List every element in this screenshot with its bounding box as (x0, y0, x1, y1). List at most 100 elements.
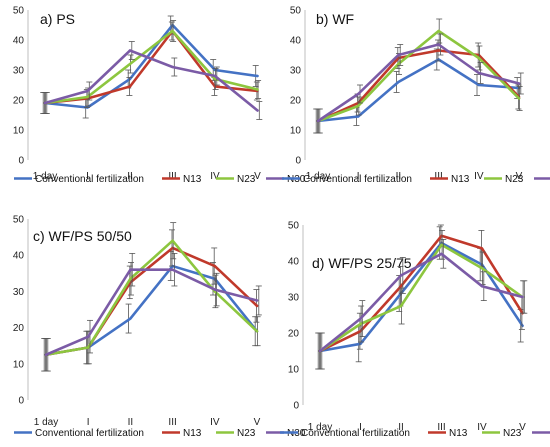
data-point (255, 304, 259, 308)
legend-c: Conventional fertilizationN13N23N30 (14, 428, 306, 439)
legend-label: Conventional fertilization (35, 428, 144, 439)
data-point (128, 85, 132, 88)
data-point (44, 353, 48, 356)
series-line-n30 (43, 49, 259, 112)
y-tick-label: 20 (13, 323, 25, 334)
y-tick-label: 50 (288, 221, 300, 232)
data-point (128, 49, 132, 52)
legend-label: N13 (183, 174, 202, 185)
y-tick-label: 40 (288, 257, 300, 268)
x-tick-label: III (434, 171, 442, 182)
data-point (517, 82, 521, 85)
data-point (171, 29, 174, 33)
error-bar (521, 280, 528, 314)
data-point (517, 97, 521, 100)
data-point (397, 53, 400, 57)
data-point (171, 239, 174, 242)
data-point (255, 299, 259, 302)
data-point (440, 252, 443, 255)
data-point (43, 101, 47, 105)
series-n30 (318, 238, 528, 370)
legend-label: Conventional fertilization (301, 428, 410, 439)
legend-label: N13 (451, 174, 470, 185)
legend-label: N13 (449, 428, 468, 439)
legend-a: Conventional fertilizationN13N23N30 (14, 174, 306, 185)
y-tick-label: 50 (290, 6, 302, 17)
data-point (171, 65, 174, 69)
data-point (87, 346, 90, 349)
error-bar (359, 300, 366, 338)
data-point (129, 317, 132, 320)
legend-item-n13: N13 (162, 174, 202, 185)
y-tick-label: 40 (13, 251, 25, 262)
y-tick-label: 10 (13, 359, 25, 370)
data-point (480, 267, 484, 270)
y-tick-label: 30 (290, 66, 302, 77)
series-line-n30 (316, 43, 521, 123)
legend-item-n30: N30 (532, 431, 550, 434)
data-point (477, 71, 480, 75)
data-point (357, 92, 360, 96)
x-tick-label: V (254, 171, 261, 182)
data-point (477, 83, 480, 87)
x-tick-label: IV (210, 417, 220, 428)
legend-item-n23: N23 (216, 174, 256, 185)
x-tick-label: IV (474, 171, 484, 182)
y-tick-label: 10 (13, 126, 25, 137)
series-line-n23 (43, 29, 259, 105)
series-line-conventional-fertilization (316, 58, 521, 123)
x-tick-label: II (128, 417, 134, 428)
data-point (397, 80, 400, 84)
data-point (399, 285, 403, 288)
legend-b: Conventional fertilization N13 N23 N30 (282, 174, 550, 185)
legend-label: Conventional fertilization (303, 174, 412, 185)
series-line-n13 (316, 49, 521, 123)
data-point (437, 29, 440, 33)
data-point (128, 62, 132, 66)
y-tick-label: 30 (13, 287, 25, 298)
x-tick-label: 1 day (33, 171, 57, 182)
x-tick-label: V (254, 417, 261, 428)
data-point (256, 109, 259, 112)
data-point (437, 43, 440, 46)
legend-item-n13: N13 (430, 174, 470, 185)
data-point (399, 304, 403, 308)
legend-label: N13 (183, 428, 202, 439)
legend-item-n13: N13 (162, 428, 202, 439)
legend-item-conventional-fertilization: Conventional fertilization (14, 174, 144, 185)
data-point (87, 335, 90, 338)
x-tick-label: I (86, 171, 89, 182)
data-point (480, 285, 484, 288)
legend-label: Conventional fertilization (35, 174, 144, 185)
error-bar (87, 319, 93, 354)
legend-d: Conventional fertilization N13 N23 N30 (280, 428, 550, 439)
data-point (437, 49, 440, 52)
series-line-n30 (318, 252, 524, 353)
y-tick-label: 10 (288, 365, 300, 376)
x-tick-label: 1 day (306, 171, 330, 182)
y-tick-label: 0 (18, 156, 24, 167)
y-tick-label: 50 (13, 215, 25, 226)
series-line-conventional-fertilization (43, 23, 259, 109)
x-tick-label: III (168, 417, 176, 428)
series-line-conventional-fertilization (318, 241, 524, 353)
y-tick-label: 20 (288, 329, 300, 340)
legend-label: N23 (503, 428, 522, 439)
data-point (86, 89, 89, 93)
data-point (256, 88, 259, 91)
x-tick-label: 1 day (308, 422, 332, 433)
error-bar (255, 285, 262, 316)
y-tick-label: 10 (290, 126, 302, 137)
x-tick-label: 1 day (34, 417, 58, 428)
data-point (171, 268, 174, 271)
data-point (86, 95, 89, 99)
x-tick-label: II (396, 171, 402, 182)
y-tick-label: 0 (295, 156, 301, 167)
